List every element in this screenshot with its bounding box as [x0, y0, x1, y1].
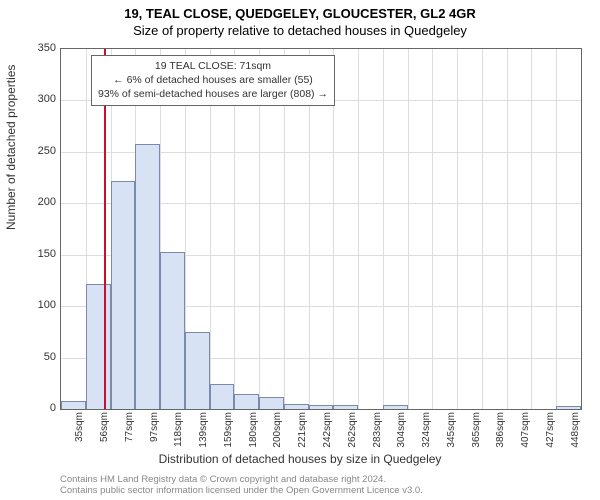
xtick-label: 345sqm: [446, 412, 457, 452]
histogram-bar: [61, 401, 86, 409]
xtick-label: 77sqm: [124, 412, 135, 452]
title-subtitle: Size of property relative to detached ho…: [0, 21, 600, 38]
xtick-label: 159sqm: [223, 412, 234, 452]
xtick-label: 283sqm: [372, 412, 383, 452]
ytick-label: 150: [16, 248, 56, 260]
ytick-label: 100: [16, 299, 56, 311]
histogram-bar: [309, 405, 334, 409]
credit-line-1: Contains HM Land Registry data © Crown c…: [60, 474, 423, 485]
histogram-bar: [234, 394, 259, 409]
xtick-label: 407sqm: [520, 412, 531, 452]
credit-line-2: Contains public sector information licen…: [60, 485, 423, 496]
xtick-label: 180sqm: [248, 412, 259, 452]
histogram-bar: [383, 405, 408, 409]
annotation-box: 19 TEAL CLOSE: 71sqm ← 6% of detached ho…: [91, 55, 335, 106]
xtick-label: 365sqm: [471, 412, 482, 452]
xtick-label: 118sqm: [173, 412, 184, 452]
xtick-label: 200sqm: [272, 412, 283, 452]
x-axis-label: Distribution of detached houses by size …: [0, 452, 600, 466]
annot-line-1: 19 TEAL CLOSE: 71sqm: [98, 59, 328, 73]
ytick-label: 0: [16, 402, 56, 414]
xtick-label: 221sqm: [297, 412, 308, 452]
histogram-bar: [160, 252, 185, 409]
histogram-bar: [135, 144, 160, 409]
ytick-label: 50: [16, 351, 56, 363]
xtick-label: 35sqm: [74, 412, 85, 452]
xtick-label: 427sqm: [545, 412, 556, 452]
histogram-bar: [333, 405, 358, 409]
ytick-label: 200: [16, 196, 56, 208]
xtick-label: 97sqm: [149, 412, 160, 452]
xtick-label: 304sqm: [396, 412, 407, 452]
xtick-label: 139sqm: [198, 412, 209, 452]
gridline-v: [531, 49, 532, 409]
histogram-bar: [259, 397, 284, 409]
ytick-label: 350: [16, 42, 56, 54]
gridline-v: [482, 49, 483, 409]
gridline-v: [358, 49, 359, 409]
credit-text: Contains HM Land Registry data © Crown c…: [60, 474, 423, 496]
histogram-bar: [210, 384, 235, 409]
ytick-label: 250: [16, 145, 56, 157]
gridline-v: [457, 49, 458, 409]
xtick-label: 324sqm: [421, 412, 432, 452]
ytick-label: 300: [16, 93, 56, 105]
histogram-bar: [111, 181, 136, 409]
title-address: 19, TEAL CLOSE, QUEDGELEY, GLOUCESTER, G…: [0, 0, 600, 21]
histogram-bar: [185, 332, 210, 409]
gridline-v: [432, 49, 433, 409]
gridline-v: [408, 49, 409, 409]
xtick-label: 448sqm: [570, 412, 581, 452]
histogram-bar: [86, 284, 111, 409]
histogram-bar: [284, 404, 309, 409]
histogram-chart: 19 TEAL CLOSE: 71sqm ← 6% of detached ho…: [60, 48, 582, 410]
histogram-bar: [556, 406, 581, 409]
xtick-label: 386sqm: [495, 412, 506, 452]
annot-line-3: 93% of semi-detached houses are larger (…: [98, 87, 328, 101]
gridline-v: [507, 49, 508, 409]
gridline-v: [383, 49, 384, 409]
xtick-label: 56sqm: [99, 412, 110, 452]
xtick-label: 242sqm: [322, 412, 333, 452]
gridline-v: [556, 49, 557, 409]
xtick-label: 262sqm: [347, 412, 358, 452]
annot-line-2: ← 6% of detached houses are smaller (55): [98, 73, 328, 87]
